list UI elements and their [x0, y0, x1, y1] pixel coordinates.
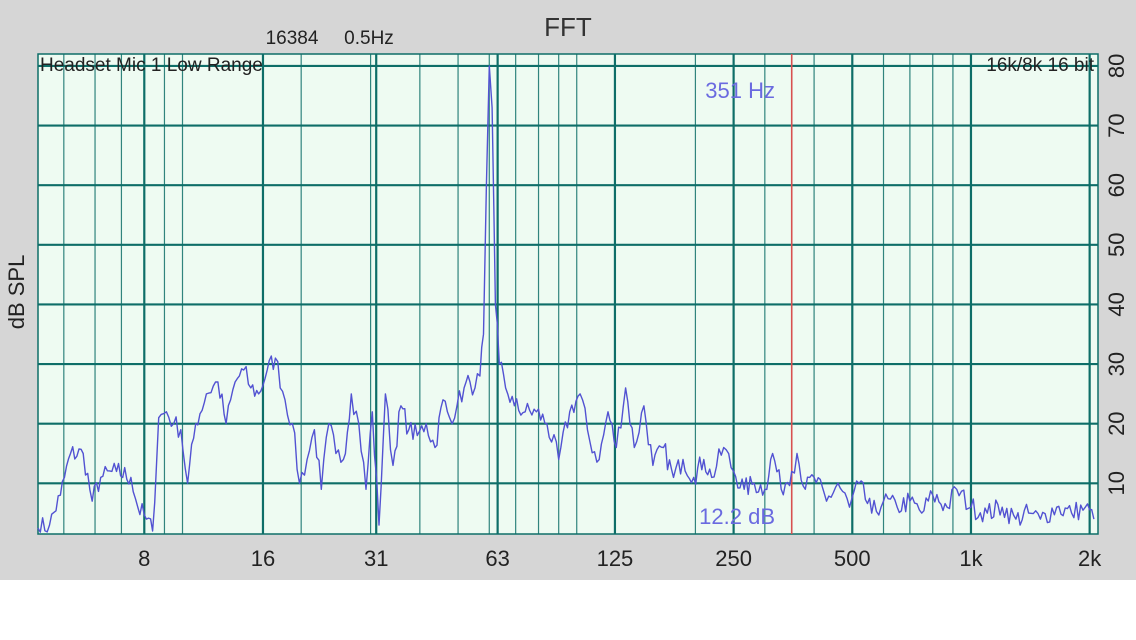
- plot-area: [38, 54, 1098, 534]
- cursor-level-readout: 12.2 dB: [699, 504, 775, 529]
- y-axis-label: dB SPL: [4, 255, 29, 330]
- x-tick-label: 16: [251, 546, 275, 571]
- x-tick-labels: 8 16 31 63 125 250 500 1k 2k: [138, 546, 1102, 571]
- format-label: 16k/8k 16 bit: [986, 55, 1094, 76]
- y-tick-label: 60: [1104, 173, 1129, 197]
- labels: FFT 16384 0.5Hz Headset Mic 1 Low Range …: [4, 12, 1095, 529]
- y-tick-labels: 10 20 30 40 50 60 70 80: [1104, 54, 1129, 496]
- fft-size-label: 16384: [266, 28, 319, 49]
- chart-title: FFT: [544, 12, 592, 42]
- y-tick-label: 50: [1104, 233, 1129, 257]
- y-tick-label: 20: [1104, 411, 1129, 435]
- spectrum-line: [37, 65, 1095, 533]
- x-tick-label: 1k: [959, 546, 983, 571]
- plot-border: [37, 53, 1099, 535]
- resolution-label: 0.5Hz: [344, 28, 394, 49]
- y-tick-label: 70: [1104, 113, 1129, 137]
- y-tick-label: 30: [1104, 352, 1129, 376]
- x-tick-label: 500: [834, 546, 871, 571]
- y-tick-label: 40: [1104, 292, 1129, 316]
- x-tick-label: 63: [485, 546, 509, 571]
- x-tick-label: 125: [597, 546, 634, 571]
- x-tick-label: 8: [138, 546, 150, 571]
- grid: [37, 53, 1099, 535]
- x-tick-label: 31: [364, 546, 388, 571]
- y-tick-label: 10: [1104, 471, 1129, 495]
- source-label: Headset Mic 1 Low Range: [40, 55, 263, 76]
- x-tick-label: 250: [715, 546, 752, 571]
- x-tick-label: 2k: [1078, 546, 1102, 571]
- cursor-frequency-readout: 351 Hz: [705, 78, 775, 103]
- y-tick-label: 80: [1104, 54, 1129, 78]
